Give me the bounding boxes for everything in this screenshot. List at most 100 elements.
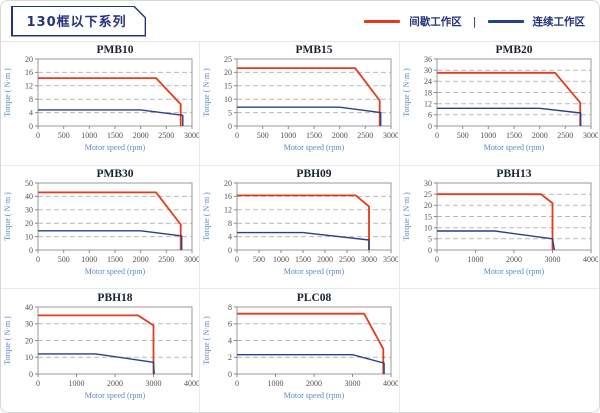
y-tick-label: 0 (228, 122, 232, 131)
x-axis-label: Motor speed (rpm) (84, 143, 145, 152)
series-continuous (37, 353, 155, 375)
y-tick-label: 8 (29, 95, 33, 104)
y-tick-label: 25 (424, 190, 432, 199)
x-tick-label: 3500 (383, 255, 398, 264)
y-tick-label: 15 (424, 212, 432, 221)
x-tick-label: 1000 (81, 131, 97, 140)
x-tick-label: 3000 (184, 131, 199, 140)
chart-cell-PBH13: 0 5 10 15 20 25 30 0 1000 2000 3000 4000 PBH13 Motor … (399, 165, 599, 290)
x-tick-label: 0 (36, 255, 40, 264)
x-tick-label: 0 (36, 131, 40, 140)
x-tick-label: 500 (457, 131, 469, 140)
y-tick-label: 10 (424, 223, 432, 232)
y-tick-label: 2 (228, 353, 232, 362)
series-title-box: 130框以下系列 (11, 6, 146, 37)
x-tick-label: 500 (57, 131, 69, 140)
chart-cell-PMB15: 0 5 10 15 20 25 0 500 1000 1500 2000 2500 3000 PMB15 M… (200, 42, 400, 166)
plot-frame (236, 58, 392, 127)
y-tick-label: 25 (224, 55, 232, 64)
y-tick-label: 18 (424, 89, 432, 98)
chart-title: PLC08 (297, 292, 332, 304)
x-tick-label: 1000 (480, 131, 496, 140)
y-tick-label: 40 (25, 192, 33, 201)
x-tick-label: 0 (235, 255, 239, 264)
y-tick-label: 20 (25, 219, 33, 228)
series-intermittent (37, 77, 182, 127)
y-tick-label: 50 (25, 179, 33, 188)
chart-cell-PMB30: 0 10 20 30 40 50 0 500 1000 1500 2000 2500 3000 PMB30… (1, 165, 201, 290)
series-intermittent (236, 194, 370, 250)
y-axis-label: Torque ( N·m ) (202, 316, 211, 365)
y-tick-label: 30 (424, 179, 432, 188)
chart-title: PMB15 (295, 44, 332, 56)
header: 130框以下系列 间歇工作区 | 连续工作区 (1, 1, 599, 41)
plot-frame (236, 182, 392, 251)
series-continuous (236, 354, 385, 375)
y-tick-label: 0 (29, 246, 33, 255)
y-tick-label: 10 (224, 95, 232, 104)
x-tick-label: 2500 (557, 131, 573, 140)
legend-label-intermittent: 间歇工作区 (409, 15, 462, 28)
x-tick-label: 1500 (107, 131, 123, 140)
y-tick-label: 4 (228, 232, 232, 241)
y-tick-label: 0 (228, 370, 232, 379)
y-tick-label: 0 (29, 370, 33, 379)
x-tick-label: 2500 (158, 255, 174, 264)
x-tick-label: 1000 (467, 255, 483, 264)
charts-grid: 0 4 8 12 16 20 0 500 1000 1500 2000 2500 3000 PMB10 Mo… (1, 41, 599, 412)
x-tick-label: 1500 (506, 131, 522, 140)
chart-cell-PMB20: 0 6 12 18 24 30 36 0 500 1000 1500 2000 2500 3000 PMB2… (399, 42, 599, 166)
y-tick-label: 30 (25, 206, 33, 215)
x-tick-label: 1000 (81, 255, 97, 264)
x-axis-label: Motor speed (rpm) (284, 391, 345, 400)
x-tick-label: 0 (235, 131, 239, 140)
x-tick-label: 500 (253, 255, 265, 264)
y-tick-label: 4 (228, 336, 232, 345)
y-axis-label: Torque ( N·m ) (202, 68, 211, 117)
x-tick-label: 2500 (158, 131, 174, 140)
x-tick-label: 3000 (361, 255, 377, 264)
chart-title: PBH13 (496, 168, 531, 180)
x-tick-label: 2000 (332, 131, 348, 140)
y-tick-label: 6 (428, 111, 432, 120)
chart-cell-PBH18: 0 10 20 30 40 0 1000 2000 3000 4000 PBH18 Motor spe… (1, 289, 201, 412)
x-axis-label: Motor speed (rpm) (484, 267, 545, 276)
x-tick-label: 3000 (145, 379, 161, 388)
chart-cell-PMB10: 0 4 8 12 16 20 0 500 1000 1500 2000 2500 3000 PMB10 Mo… (1, 42, 201, 166)
y-tick-label: 20 (25, 336, 33, 345)
y-axis-label: Torque ( N·m ) (202, 192, 211, 241)
series-continuous (236, 106, 382, 127)
series-continuous (37, 109, 184, 127)
series-intermittent (436, 72, 581, 127)
x-axis-label: Motor speed (rpm) (284, 267, 345, 276)
chart-cell-PBH09: 0 4 8 12 16 20 0 500 1000 1500 2000 2500 3000 3500 PBH… (200, 165, 400, 290)
series-continuous (436, 107, 582, 127)
y-tick-label: 5 (228, 109, 232, 118)
y-tick-label: 16 (224, 192, 232, 201)
chart-PBH09: 0 4 8 12 16 20 0 500 1000 1500 2000 2500 3000 3500 PBH… (202, 168, 398, 276)
x-tick-label: 0 (36, 379, 40, 388)
x-tick-label: 500 (257, 131, 269, 140)
page-title: 130框以下系列 (13, 7, 145, 35)
x-tick-label: 2500 (357, 131, 373, 140)
x-tick-label: 1000 (267, 379, 283, 388)
empty-cell (399, 289, 599, 412)
series-continuous (37, 230, 183, 250)
series-intermittent (236, 67, 381, 127)
x-axis-label: Motor speed (rpm) (484, 143, 545, 152)
chart-title: PMB20 (495, 44, 532, 56)
series-continuous (436, 230, 555, 251)
y-tick-label: 6 (228, 320, 232, 329)
x-tick-label: 2000 (306, 379, 322, 388)
x-tick-label: 4000 (383, 379, 398, 388)
x-tick-label: 3000 (184, 255, 199, 264)
y-axis-label: Torque ( N·m ) (402, 68, 411, 117)
series-continuous (236, 231, 370, 250)
x-axis-label: Motor speed (rpm) (84, 391, 145, 400)
chart-PLC08: 0 2 4 6 8 0 1000 2000 3000 4000 PLC08 Motor speed (… (202, 292, 398, 400)
x-tick-label: 2500 (339, 255, 355, 264)
y-axis-label: Torque ( N·m ) (3, 68, 12, 117)
y-tick-label: 12 (25, 82, 33, 91)
x-tick-label: 3000 (544, 255, 560, 264)
y-axis-label: Torque ( N·m ) (3, 316, 12, 365)
